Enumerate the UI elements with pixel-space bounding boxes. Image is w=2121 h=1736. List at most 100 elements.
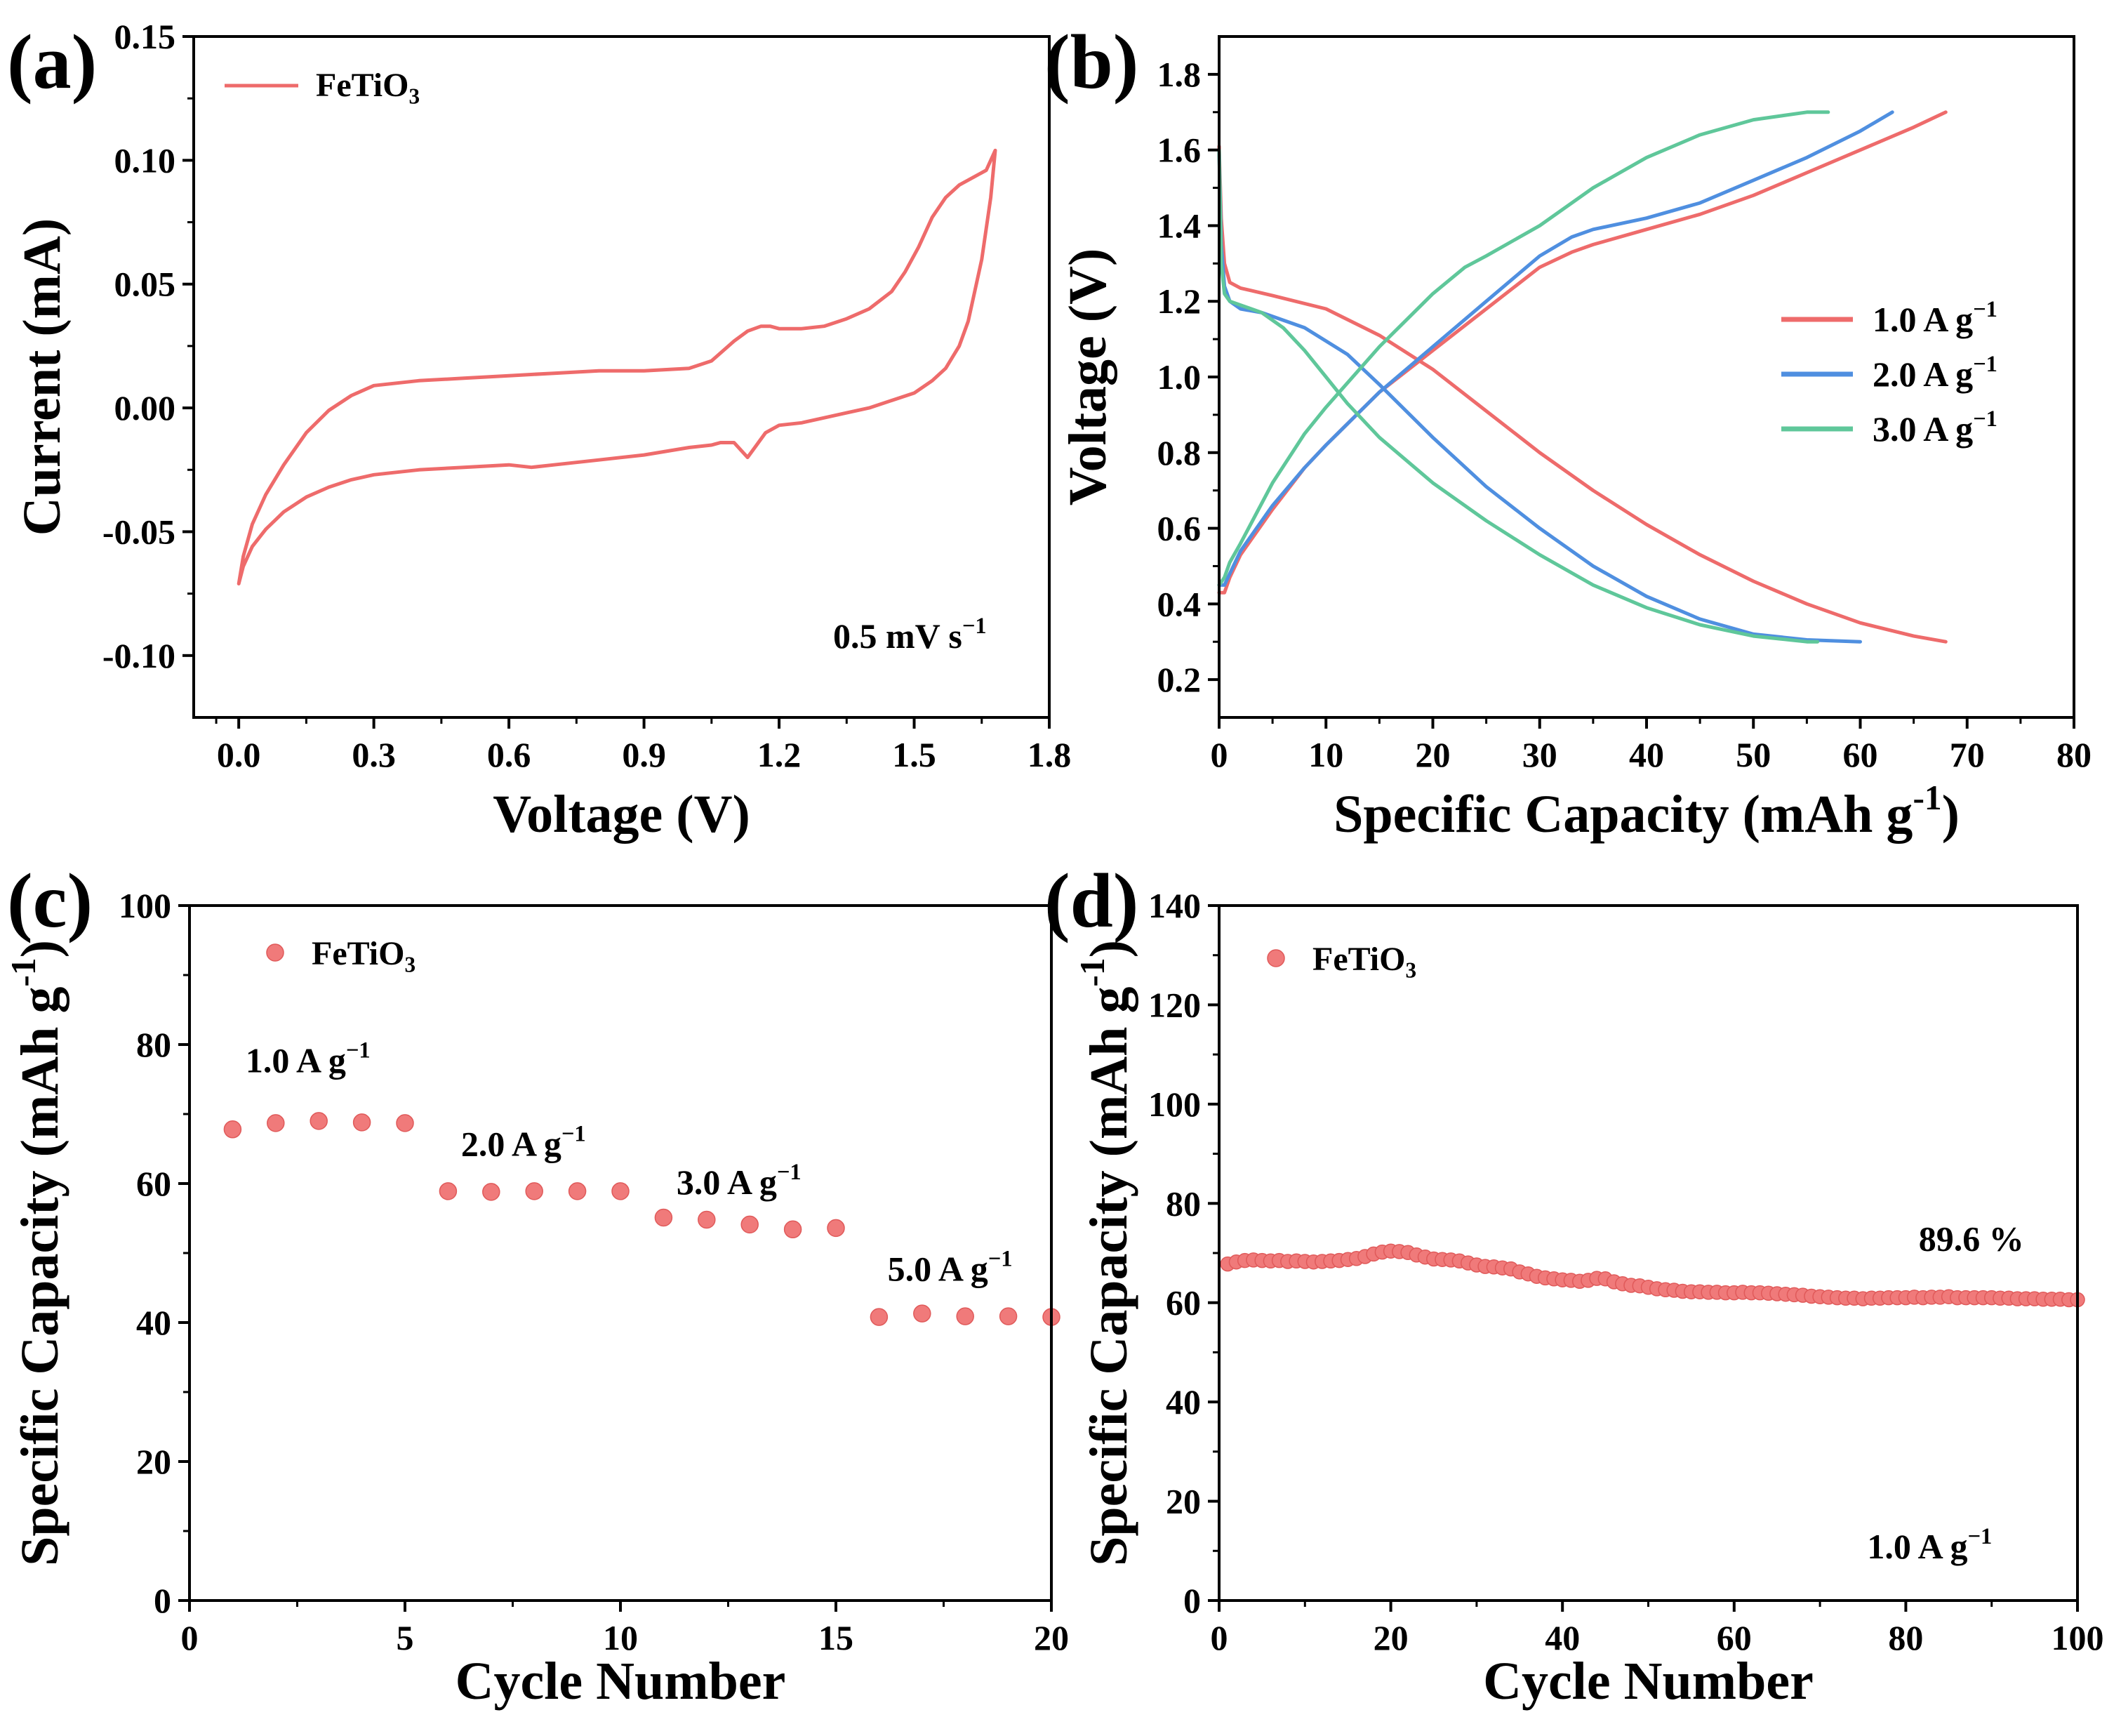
- y-tick-label-d: 0: [1183, 1581, 1201, 1620]
- x-tick-label-c: 10: [603, 1618, 638, 1657]
- legend-label-a: FeTiO3: [316, 67, 420, 109]
- y-tick-label-b: 0.2: [1157, 660, 1202, 699]
- data-point-c-4: [352, 1113, 371, 1132]
- y-tick-label-a: 0.10: [114, 140, 176, 180]
- y-tick-label-b: 1.8: [1157, 55, 1202, 94]
- x-tick-label-d: 40: [1545, 1618, 1580, 1657]
- panel-label-c: (c): [7, 858, 93, 943]
- panel-label-a: (a): [7, 19, 97, 105]
- data-point-c-2: [267, 1114, 285, 1132]
- x-tick-label-a: 0.9: [622, 735, 666, 774]
- annotation-c-2: 3.0 A g−1: [677, 1160, 802, 1202]
- x-tick-label-c: 0: [181, 1618, 199, 1657]
- panel-label-d: (d): [1044, 858, 1138, 943]
- y-tick-label-a: -0.05: [102, 512, 175, 551]
- legend-label-b-2: 3.0 A g−1: [1873, 406, 1997, 449]
- x-tick-label-a: 1.2: [757, 735, 802, 774]
- x-tick-label-b: 20: [1416, 735, 1451, 774]
- y-axis-label-group-d: Specific Capacity (mAh g-1): [1073, 940, 1138, 1566]
- x-tick-label-d: 20: [1374, 1618, 1409, 1657]
- annotation-c-3: 5.0 A g−1: [888, 1247, 1013, 1289]
- x-tick-label-a: 1.8: [1028, 735, 1072, 774]
- y-tick-label-d: 120: [1148, 985, 1201, 1024]
- y-tick-label-c: 80: [136, 1025, 171, 1064]
- data-point-c-6: [439, 1182, 458, 1200]
- series-line-b-3: [1217, 110, 1894, 587]
- plot-frame-a: [192, 35, 1051, 719]
- panel-d: (d) 0 20 40 60 80 100 0 20 40 60 80 100 120 140 Cycle N…: [1044, 858, 2104, 1711]
- x-axis-label-c: Cycle Number: [456, 1652, 786, 1711]
- panel-c: (c) 0 5 10 15 20 0 20 40 60 80 100 Cycle Number Speci…: [4, 858, 1069, 1711]
- series-line-a-0: [237, 148, 997, 585]
- y-tick-label-c: 40: [136, 1303, 171, 1342]
- legend-label-b-0: 1.0 A g−1: [1873, 297, 1997, 339]
- data-point-c-12: [698, 1210, 716, 1229]
- panel-b: (b) 0 10 20 30 40 50 60 70 80 0.2 0.4 0.6 0.8 1.0 1.2 1.…: [1044, 19, 2092, 844]
- y-axis-label-b: Voltage (V): [1058, 249, 1117, 506]
- y-tick-label-b: 1.6: [1157, 131, 1202, 170]
- x-tick-label-d: 60: [1717, 1618, 1752, 1657]
- x-tick-label-b: 10: [1308, 735, 1343, 774]
- x-axis-label-a: Voltage (V): [493, 785, 750, 844]
- y-tick-label-c: 60: [136, 1164, 171, 1203]
- data-point-c-18: [956, 1307, 974, 1325]
- data-point-c-19: [999, 1307, 1018, 1325]
- y-tick-label-d: 140: [1148, 886, 1201, 925]
- data-point-c-9: [568, 1182, 587, 1200]
- data-point-c-1: [223, 1120, 242, 1139]
- series-line-b-1: [1217, 110, 1948, 595]
- x-tick-label-a: 0.6: [487, 735, 531, 774]
- y-tick-label-d: 20: [1166, 1482, 1201, 1521]
- legend-label-d: FeTiO3: [1312, 941, 1416, 983]
- data-point-c-16: [870, 1308, 889, 1326]
- data-point-c-17: [913, 1304, 931, 1323]
- x-axis-label-b: Specific Capacity (mAh g-1): [1334, 778, 1960, 844]
- panel-a: (a) 0.0 0.3 0.6 0.9 1.2 1.5 1.8 -0.10 -0.05 0.00 0.…: [7, 17, 1071, 844]
- x-tick-label-c: 15: [818, 1618, 853, 1657]
- data-point-c-7: [482, 1183, 500, 1201]
- y-tick-label-d: 80: [1166, 1184, 1201, 1223]
- annotation-d-1: 1.0 A g−1: [1867, 1524, 1992, 1566]
- y-tick-label-b: 1.2: [1157, 281, 1202, 321]
- annotation-c-1: 2.0 A g−1: [461, 1121, 586, 1163]
- x-tick-label-b: 70: [1950, 735, 1985, 774]
- legend-label-b-1: 2.0 A g−1: [1873, 352, 1997, 394]
- y-tick-label-b: 0.4: [1157, 584, 1202, 623]
- x-tick-label-b: 80: [2056, 735, 2092, 774]
- y-axis-label-a: Current (mA): [13, 218, 72, 536]
- x-tick-label-a: 0.3: [352, 735, 396, 774]
- annotation-c-0: 1.0 A g−1: [246, 1038, 371, 1080]
- x-tick-label-b: 30: [1522, 735, 1557, 774]
- data-point-c-14: [783, 1220, 802, 1239]
- x-tick-label-d: 80: [1888, 1618, 1923, 1657]
- x-tick-label-c: 5: [397, 1618, 414, 1657]
- data-point-c-3: [310, 1112, 328, 1130]
- y-tick-label-b: 0.8: [1157, 433, 1202, 472]
- data-point-c-8: [525, 1182, 543, 1200]
- data-point-c-11: [654, 1208, 673, 1227]
- y-axis-label-group-b: Voltage (V): [1058, 249, 1117, 506]
- y-axis-label-group-c: Specific Capacity (mAh g-1): [4, 940, 69, 1566]
- series-line-b-5: [1217, 110, 1830, 587]
- series-line-b-0: [1217, 144, 1948, 644]
- x-tick-label-d: 0: [1211, 1618, 1228, 1657]
- y-tick-label-b: 0.6: [1157, 509, 1202, 548]
- y-tick-label-a: 0.00: [114, 388, 176, 428]
- legend-label-c: FeTiO3: [312, 935, 415, 977]
- y-tick-label-a: -0.10: [102, 636, 175, 675]
- x-tick-label-d: 100: [2052, 1618, 2104, 1657]
- y-tick-label-c: 20: [136, 1442, 171, 1481]
- x-tick-label-b: 50: [1736, 735, 1771, 774]
- x-tick-label-a: 0.0: [217, 735, 261, 774]
- x-tick-label-b: 0: [1211, 735, 1228, 774]
- y-tick-label-b: 1.0: [1157, 357, 1202, 397]
- data-point-c-13: [740, 1215, 759, 1234]
- y-axis-label-group-a: Current (mA): [13, 218, 72, 536]
- annotation-d-0: 89.6 %: [1919, 1219, 2024, 1258]
- y-tick-label-a: 0.05: [114, 265, 176, 304]
- y-tick-label-c: 100: [119, 886, 171, 925]
- data-point-c-5: [396, 1114, 414, 1132]
- data-point-c-10: [611, 1182, 630, 1200]
- y-tick-label-d: 100: [1148, 1085, 1201, 1124]
